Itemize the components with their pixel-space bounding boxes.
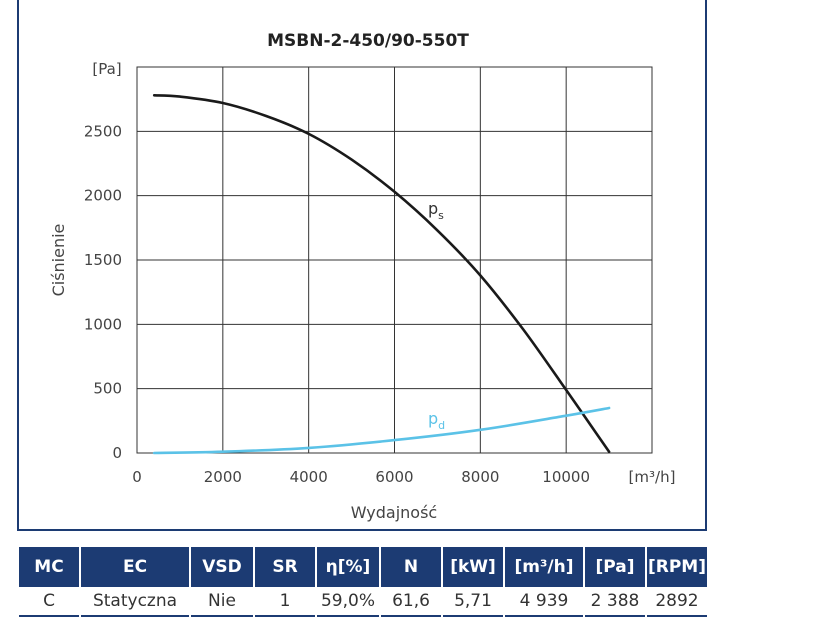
table-cell: 59,0%: [317, 587, 379, 617]
table-header-cell: MC: [19, 547, 79, 587]
chart-title: MSBN-2-450/90-550T: [267, 31, 469, 51]
y-tick-label: 0: [112, 444, 122, 462]
table-header-cell: EC: [81, 547, 189, 587]
table-cell: C: [19, 587, 79, 617]
series-line-ps: [152, 94, 611, 453]
table-cell: Nie: [191, 587, 253, 617]
table-cell: 4 939: [505, 587, 583, 617]
y-tick-label: 2500: [84, 122, 122, 140]
table-header-cell: η[%]: [317, 547, 379, 587]
table-cell: Statyczna: [81, 587, 189, 617]
table-header-cell: [RPM]: [647, 547, 707, 587]
pd-series-label: pd: [428, 409, 445, 432]
x-tick-label: 6000: [375, 468, 413, 486]
x-axis-title: Wydajność: [351, 503, 437, 522]
pressure-chart: MSBN-2-450/90-550T [Pa] [m³/h] Wydajność…: [49, 31, 676, 522]
x-tick-label: 8000: [461, 468, 499, 486]
table-header-row: MC EC VSD SR η[%] N [kW] [m³/h] [Pa] [RPM]: [19, 547, 707, 587]
ps-series-label: ps: [428, 199, 444, 222]
table-header-cell: [m³/h]: [505, 547, 583, 587]
y-tick-label: 500: [93, 380, 122, 398]
table-cell: 61,6: [381, 587, 441, 617]
x-tick-label: 0: [132, 468, 142, 486]
x-tick-label: 2000: [204, 468, 242, 486]
table-header-cell: N: [381, 547, 441, 587]
spec-table: MC EC VSD SR η[%] N [kW] [m³/h] [Pa] [RPM] C Staty…: [17, 547, 709, 617]
x-tick-label: 4000: [290, 468, 328, 486]
table-cell: 2892: [647, 587, 707, 617]
table-cell: 1: [255, 587, 315, 617]
y-tick-label: 2000: [84, 187, 122, 205]
table-cell: 5,71: [443, 587, 503, 617]
y-tick-label: 1000: [84, 315, 122, 333]
y-unit-label: [Pa]: [92, 60, 121, 78]
table-header-cell: VSD: [191, 547, 253, 587]
y-axis-title: Ciśnienie: [49, 224, 68, 297]
table-header-cell: [kW]: [443, 547, 503, 587]
table-header-cell: [Pa]: [585, 547, 645, 587]
y-tick-label: 1500: [84, 251, 122, 269]
table-header-cell: SR: [255, 547, 315, 587]
x-unit-label: [m³/h]: [629, 468, 676, 486]
table-row: C Statyczna Nie 1 59,0% 61,6 5,71 4 939 2 388 289…: [19, 587, 707, 617]
chart-frame: [17, 0, 707, 531]
x-tick-label: 10000: [542, 468, 590, 486]
series-line-pd: [152, 406, 611, 455]
table-cell: 2 388: [585, 587, 645, 617]
